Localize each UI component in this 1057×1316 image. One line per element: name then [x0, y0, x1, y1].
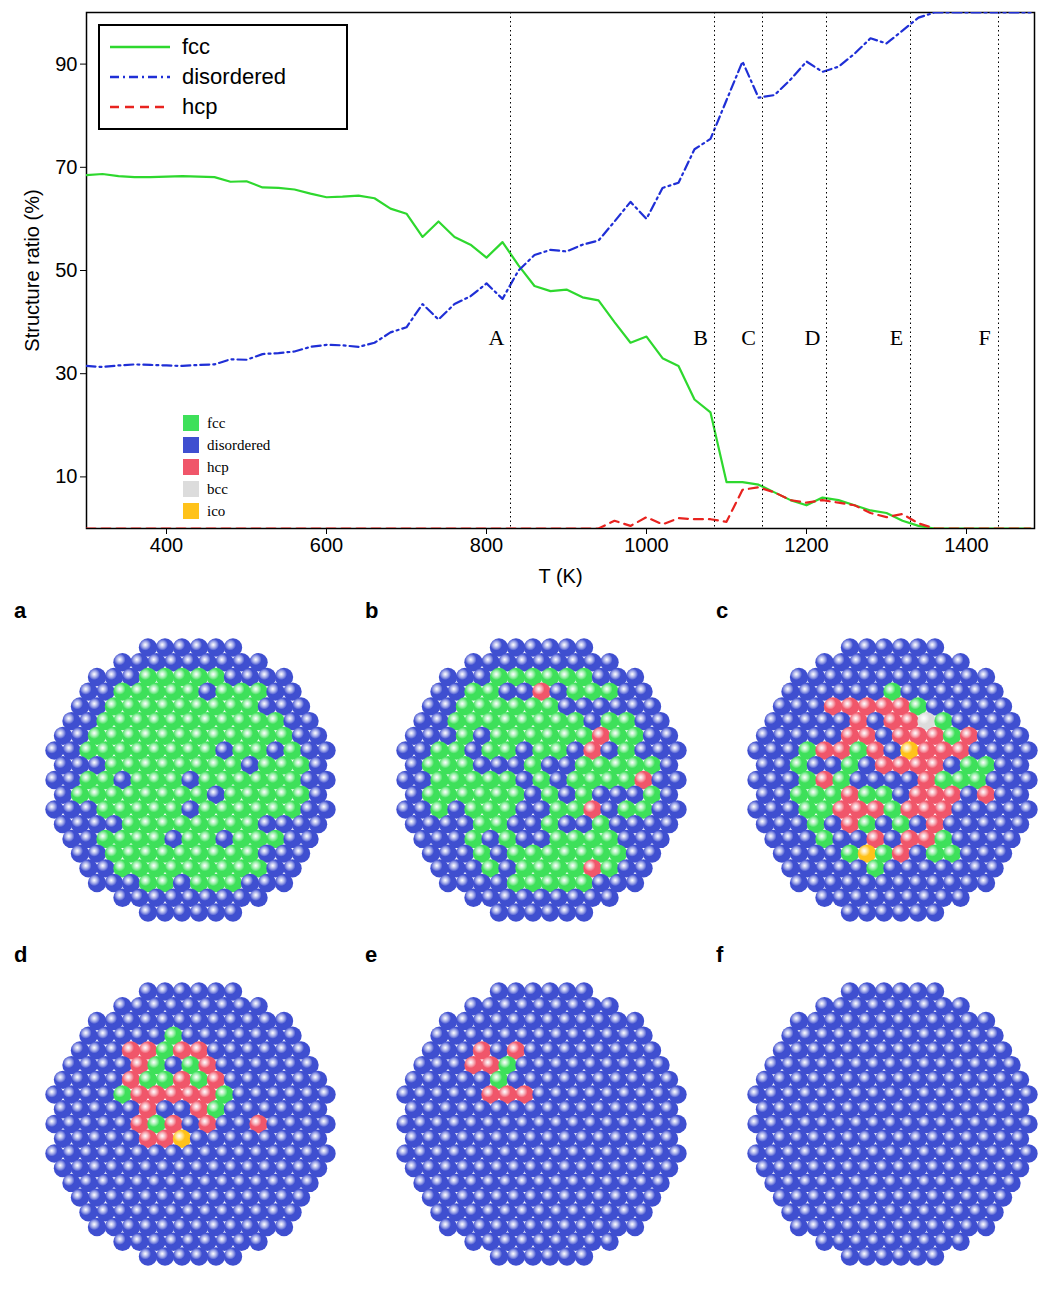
svg-text:600: 600	[310, 534, 343, 556]
svg-text:10: 10	[55, 465, 77, 487]
svg-text:bcc: bcc	[207, 481, 228, 497]
svg-text:50: 50	[55, 259, 77, 281]
svg-text:1400: 1400	[944, 534, 989, 556]
svg-text:800: 800	[470, 534, 503, 556]
svg-text:c: c	[716, 598, 728, 623]
svg-text:fcc: fcc	[207, 415, 226, 431]
svg-text:400: 400	[150, 534, 183, 556]
svg-text:A: A	[489, 325, 505, 350]
svg-text:30: 30	[55, 362, 77, 384]
svg-text:disordered: disordered	[182, 64, 286, 89]
svg-text:70: 70	[55, 156, 77, 178]
svg-text:90: 90	[55, 53, 77, 75]
svg-text:E: E	[890, 325, 903, 350]
svg-text:Structure ratio (%): Structure ratio (%)	[21, 189, 43, 351]
svg-text:a: a	[14, 598, 27, 623]
svg-text:b: b	[365, 598, 378, 623]
svg-text:hcp: hcp	[182, 94, 217, 119]
svg-text:disordered: disordered	[207, 437, 271, 453]
svg-text:C: C	[741, 325, 756, 350]
svg-text:1200: 1200	[784, 534, 829, 556]
svg-text:T (K): T (K)	[538, 565, 582, 587]
svg-text:1000: 1000	[624, 534, 669, 556]
svg-text:B: B	[693, 325, 708, 350]
svg-text:e: e	[365, 942, 377, 967]
svg-text:F: F	[978, 325, 990, 350]
svg-text:d: d	[14, 942, 27, 967]
svg-text:f: f	[716, 942, 724, 967]
svg-text:fcc: fcc	[182, 34, 210, 59]
svg-text:hcp: hcp	[207, 459, 229, 475]
svg-text:ico: ico	[207, 503, 225, 519]
svg-text:D: D	[805, 325, 821, 350]
